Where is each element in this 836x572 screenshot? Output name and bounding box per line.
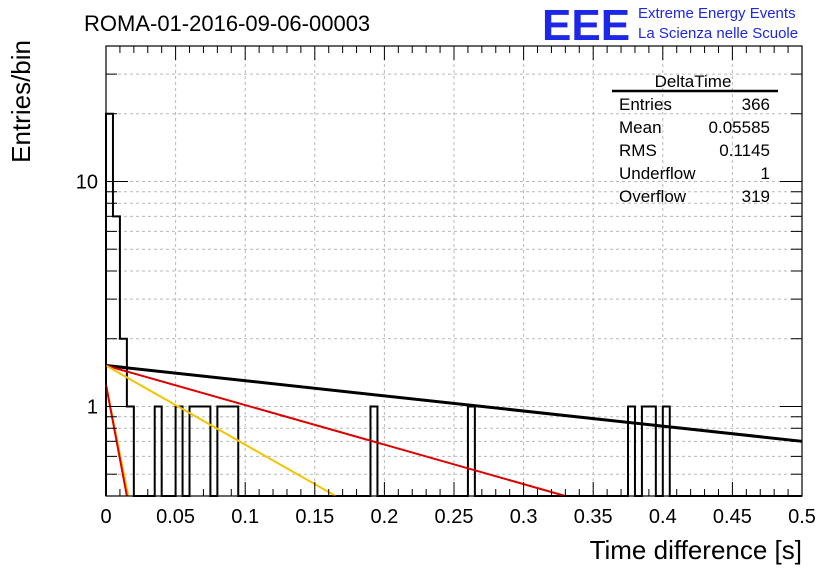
axis-ticks: 0 0.05 0.1 0.15 0.2 0.25 0.3 0.35 0.4 0.45 0.5 1 10 — [76, 46, 816, 528]
stats-value: 319 — [742, 187, 770, 206]
stats-box: DeltaTime Entries 366 Mean 0.05585 RMS 0.1145… — [612, 72, 778, 206]
stats-label: Underflow — [619, 164, 696, 183]
fit-line — [105, 384, 128, 497]
eee-logo: EEE Extreme Energy Events La Scienza nel… — [542, 1, 798, 50]
stats-value: 0.1145 — [719, 141, 770, 160]
stats-value: 366 — [742, 95, 770, 114]
x-tick-label: 0.1 — [231, 506, 259, 528]
x-tick-label: 0.35 — [574, 506, 613, 528]
y-tick-label: 10 — [76, 171, 98, 193]
stats-label: Mean — [619, 118, 662, 137]
fit-line — [105, 364, 337, 497]
chart-title: ROMA-01-2016-09-06-00003 — [84, 11, 370, 36]
stats-value: 1 — [761, 164, 770, 183]
stats-label: Overflow — [619, 187, 687, 206]
fit-line — [105, 364, 803, 443]
stats-label: RMS — [619, 141, 657, 160]
fit-line — [105, 364, 566, 497]
x-tick-label: 0.25 — [435, 506, 474, 528]
x-tick-label: 0.3 — [510, 506, 538, 528]
x-tick-label: 0 — [100, 506, 111, 528]
logo-line-1: Extreme Energy Events — [638, 5, 796, 22]
stats-rows: Entries 366 Mean 0.05585 RMS 0.1145 Underflow 1… — [619, 95, 770, 206]
fit-lines-layer — [105, 364, 803, 497]
x-tick-label: 0.4 — [649, 506, 677, 528]
y-tick-label: 1 — [87, 396, 98, 418]
x-tick-label: 0.45 — [713, 506, 752, 528]
stats-value: 0.05585 — [709, 118, 770, 137]
logo-main-text: EEE — [542, 1, 630, 50]
x-tick-label: 0.15 — [295, 506, 334, 528]
x-tick-label: 0.05 — [156, 506, 195, 528]
y-axis-title: Entries/bin — [6, 40, 36, 163]
x-axis-title: Time difference [s] — [590, 535, 802, 565]
x-tick-label: 0.2 — [370, 506, 398, 528]
stats-label: Entries — [619, 95, 672, 114]
logo-line-2: La Scienza nelle Scuole — [638, 25, 798, 42]
stats-title: DeltaTime — [655, 72, 732, 91]
x-tick-label: 0.5 — [788, 506, 816, 528]
